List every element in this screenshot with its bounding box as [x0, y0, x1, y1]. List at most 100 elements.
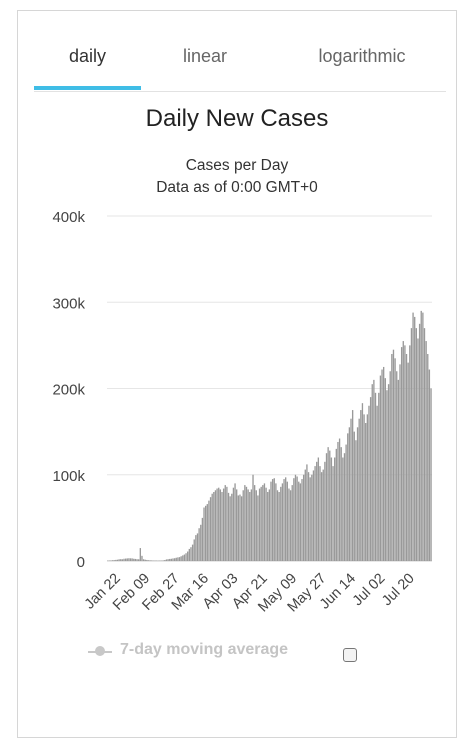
chart-bar	[219, 489, 222, 561]
chart-bar	[177, 557, 179, 561]
chart-bar	[257, 495, 259, 561]
chart-bar	[271, 479, 274, 561]
chart-bar	[249, 492, 251, 561]
chart-bar	[133, 558, 135, 561]
chart-bar	[365, 423, 367, 561]
chart-title: Daily New Cases	[145, 105, 329, 132]
chart-bar	[286, 481, 288, 561]
chart-bar	[314, 466, 316, 561]
active-tab-indicator	[34, 86, 141, 90]
chart-bar	[159, 560, 161, 561]
chart-bar	[121, 559, 124, 561]
chart-bar	[260, 486, 262, 561]
chart-bar	[258, 488, 261, 561]
chart-bar	[221, 492, 223, 561]
chart-bar	[131, 558, 133, 561]
chart-bar	[226, 486, 228, 561]
chart-bar	[325, 453, 328, 561]
chart-bar	[361, 403, 364, 561]
chart-bar	[294, 474, 297, 561]
chart-bar	[141, 555, 143, 561]
chart-bar	[374, 392, 377, 561]
chart-bar	[169, 558, 171, 561]
chart-bar	[327, 447, 329, 561]
chart-bar	[149, 560, 151, 561]
chart-bar	[317, 457, 320, 561]
chart-bar	[298, 481, 300, 561]
chart-bar	[136, 559, 138, 561]
chart-bar	[209, 497, 212, 561]
chart-bar	[175, 557, 177, 561]
chart-bar	[311, 474, 313, 561]
chart-bar	[178, 557, 181, 561]
tab-logarithmic[interactable]: logarithmic	[318, 46, 406, 66]
chart-bar	[164, 560, 166, 561]
chart-bar	[232, 487, 235, 561]
chart-bar	[165, 559, 168, 561]
chart-bar	[227, 492, 230, 561]
chart-bar	[381, 369, 383, 561]
chart-bar	[255, 490, 257, 561]
chart-bar	[185, 553, 187, 561]
chart-bar	[306, 464, 308, 561]
chart-bar	[218, 487, 220, 561]
chart-bar	[329, 450, 331, 561]
chart-bar	[312, 470, 315, 561]
chart-bar	[379, 375, 382, 561]
chart-bar	[291, 485, 293, 561]
chart-bar	[172, 558, 174, 561]
chart-bar	[409, 345, 411, 561]
chart-bar	[368, 405, 370, 561]
chart-bar	[423, 328, 426, 561]
chart-bar	[213, 492, 215, 561]
chart-bar	[430, 388, 432, 561]
chart-bar	[335, 448, 337, 561]
chart-bar	[118, 559, 120, 561]
chart-bar	[324, 461, 326, 561]
chart-bar	[373, 379, 375, 561]
chart-bar	[345, 444, 347, 561]
chart-bar	[195, 535, 197, 561]
chart-bar	[134, 558, 137, 561]
chart-bar	[231, 493, 233, 561]
chart-bar	[302, 474, 305, 561]
chart-bar	[116, 559, 119, 561]
chart-subtitle: Cases per Day	[185, 157, 289, 174]
chart-bar	[299, 483, 302, 561]
chart-bar	[342, 457, 344, 561]
chart-bar	[304, 469, 306, 561]
chart-data-timestamp: Data as of 0:00 GMT+0	[156, 179, 318, 196]
moving-average-checkbox[interactable]	[343, 648, 357, 662]
chart-bar	[170, 558, 173, 561]
chart-bar	[234, 483, 236, 561]
chart-bar	[278, 492, 280, 561]
chart-bar	[397, 379, 400, 561]
chart-bar	[420, 310, 422, 561]
chart-bar	[428, 369, 431, 561]
chart-bar	[402, 341, 404, 561]
chart-bar	[265, 487, 267, 561]
chart-bar	[378, 392, 380, 561]
chart-bar	[240, 496, 243, 561]
tab-linear[interactable]: linear	[182, 46, 228, 66]
chart-bar	[376, 405, 378, 561]
chart-bar	[268, 489, 271, 561]
y-tick-label: 200k	[52, 382, 85, 399]
y-tick-label: 100k	[52, 468, 85, 485]
chart-bar	[247, 489, 249, 561]
chart-bar	[204, 505, 207, 561]
chart-bar	[147, 560, 150, 561]
chart-bar	[167, 559, 169, 561]
tab-daily[interactable]: daily	[68, 46, 107, 66]
chart-bar	[301, 479, 303, 561]
chart-bar	[120, 559, 122, 561]
chart-bar	[394, 358, 396, 561]
chart-bar	[320, 472, 323, 561]
chart-bar	[128, 558, 130, 561]
chart-bar	[224, 485, 226, 561]
legend-label[interactable]: 7-day moving average	[120, 641, 289, 658]
chart-bar	[387, 384, 390, 561]
chart-bar	[386, 390, 388, 561]
chart-bar	[211, 493, 213, 561]
chart-bar	[340, 447, 342, 561]
